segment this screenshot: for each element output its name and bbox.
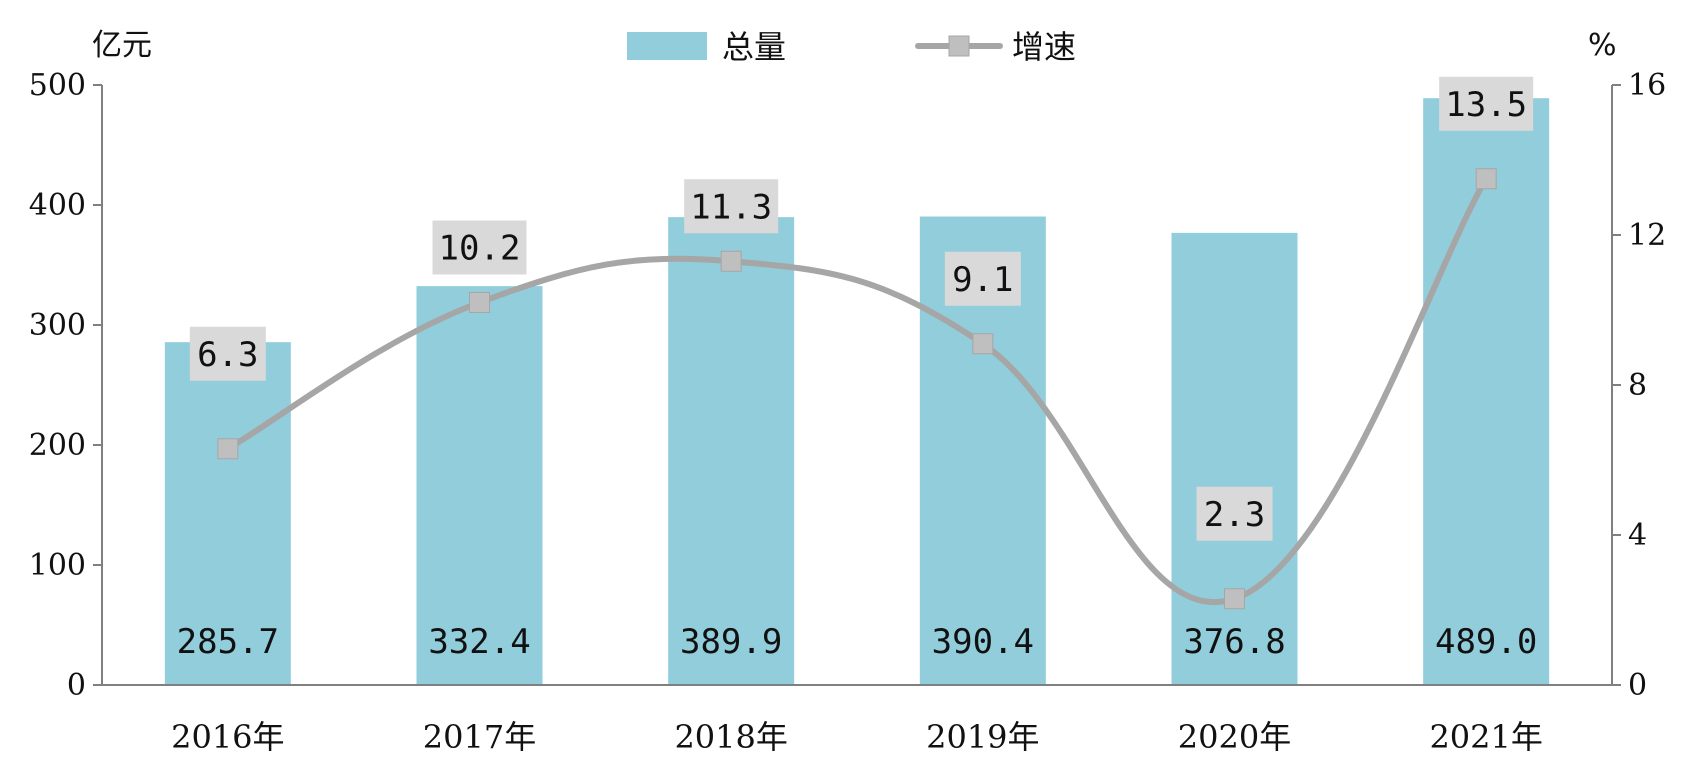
right-tick-label: 0: [1628, 668, 1647, 703]
growth-marker: [469, 292, 490, 313]
bar: [416, 286, 543, 685]
bar-series: [164, 98, 1550, 685]
bar: [668, 217, 795, 685]
right-axis-unit: %: [1588, 28, 1617, 63]
legend: 总量 增速: [627, 28, 1076, 66]
bar-value-label: 332.4: [428, 622, 530, 662]
growth-label-box: [432, 220, 527, 275]
growth-marker: [1475, 168, 1497, 190]
bar-value-label: 376.8: [1183, 622, 1285, 662]
growth-label-box: [944, 251, 1021, 306]
growth-value-label: 13.5: [1445, 85, 1527, 125]
bar-value-label: 389.9: [680, 622, 782, 662]
right-tick-label: 16: [1628, 68, 1666, 103]
bar-value-label: 285.7: [177, 622, 279, 662]
bar: [164, 342, 291, 685]
growth-value-label: 6.3: [197, 335, 258, 375]
x-tick-label: 2017年: [423, 718, 536, 756]
x-tick-label: 2018年: [674, 718, 787, 756]
right-tick-label: 4: [1628, 518, 1647, 553]
right-tick-label: 12: [1628, 218, 1666, 253]
left-tick-label: 200: [29, 428, 86, 463]
growth-label-box: [684, 179, 779, 234]
left-tick-label: 300: [29, 308, 86, 343]
growth-marker: [1224, 588, 1245, 610]
growth-value-label: 9.1: [952, 260, 1013, 300]
x-tick-label: 2020年: [1178, 718, 1291, 756]
growth-value-label: 2.3: [1204, 495, 1265, 535]
left-tick-label: 500: [29, 68, 86, 103]
bar: [1423, 98, 1550, 685]
growth-value-label: 10.2: [439, 229, 521, 269]
growth-marker: [720, 250, 742, 272]
data-labels: 285.7 332.4 389.9 390.4 376.8 489.0 6.3 10.2 11.…: [177, 76, 1537, 662]
bar: [1171, 232, 1298, 685]
x-tick-label: 2016年: [171, 718, 284, 756]
legend-label-bar: 总量: [722, 28, 786, 66]
right-tick-label: 8: [1628, 368, 1647, 403]
growth-label-box: [1196, 486, 1273, 541]
left-tick-label: 100: [29, 548, 86, 583]
left-tick-label: 0: [67, 668, 86, 703]
bar-value-label: 489.0: [1435, 622, 1537, 662]
growth-label-box: [1439, 76, 1534, 131]
x-tick-label: 2019年: [926, 718, 1039, 756]
growth-marker: [972, 333, 994, 355]
left-tick-label: 400: [29, 188, 86, 223]
growth-value-label: 11.3: [690, 187, 772, 227]
x-tick-label: 2021年: [1429, 718, 1542, 756]
growth-line: [224, 175, 1490, 605]
growth-marker: [217, 438, 239, 460]
bar-value-label: 390.4: [932, 622, 1034, 662]
growth-label-box: [189, 326, 266, 381]
line-series: [217, 168, 1497, 610]
axes: 0 100 200 300 400 500 0 4 8 12 16 2016年 2017年 2018年 20…: [29, 68, 1666, 756]
legend-label-line: 增速: [1012, 28, 1076, 66]
left-axis-unit: 亿元: [92, 28, 152, 63]
legend-swatch-bar: [627, 32, 707, 60]
legend-swatch-marker: [948, 35, 970, 57]
